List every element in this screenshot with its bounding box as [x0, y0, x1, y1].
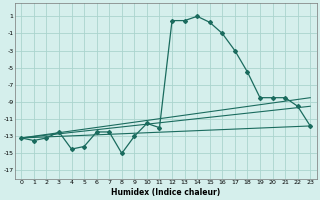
X-axis label: Humidex (Indice chaleur): Humidex (Indice chaleur) — [111, 188, 220, 197]
